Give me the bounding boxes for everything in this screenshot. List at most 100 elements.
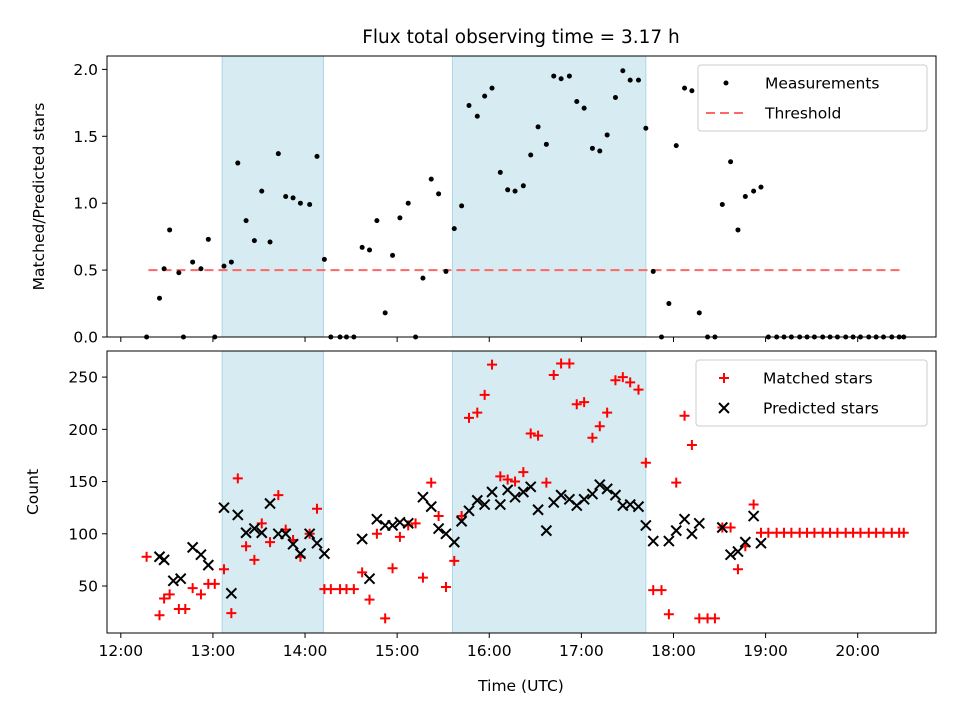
predicted-point [494,498,507,511]
predicted-point [174,572,187,585]
predicted-point [248,522,261,535]
observing-window-1 [451,55,647,338]
measurement-point [443,268,449,274]
predicted-point [202,559,215,571]
x-tick-label: 16:00 [467,642,512,660]
measurement-point [535,124,541,130]
matched-point [725,522,736,533]
y-axis-label: Matched/Predicted stars [30,103,48,291]
measurement-point [512,188,518,194]
measurement-point [198,266,204,272]
measurement-point [489,85,495,91]
legend-box [697,64,928,132]
legend: Measurements Threshold [697,64,928,132]
predicted-point [225,587,238,600]
matched-point [898,527,909,538]
measurement-point [167,227,173,233]
legend-marker-measurements [723,80,729,86]
y-tick-label: 100 [68,525,98,543]
measurement-point [205,236,211,242]
predicted-point [624,498,636,511]
measurement-point [176,270,182,276]
measurement-point [597,148,603,154]
predicted-point [256,527,268,539]
matched-point [380,613,391,624]
matched-point [571,399,582,410]
predicted-point [402,517,414,530]
x-tick-label: 13:00 [191,642,236,660]
predicted-point [218,501,230,514]
predicted-point [448,536,460,548]
predicted-point [601,483,613,495]
matched-point [463,412,474,423]
matched-point [195,589,206,600]
matched-point [518,467,529,478]
measurement-point [735,227,741,233]
measurement-point [543,141,549,147]
y-axis-label: Count [24,469,42,515]
measurement-point [405,200,411,206]
measurement-point [359,244,365,250]
legend-label: Predicted stars [763,400,879,418]
matched-point [686,440,697,450]
matched-point [748,499,759,510]
predicted-point [739,536,752,548]
predicted-point [755,537,767,549]
measurement-point [466,103,472,109]
matched-point [640,457,651,468]
legend-box [695,359,928,427]
matched-point [218,564,229,575]
y-ticks: 50 100 150 200 250 [68,369,107,596]
y-tick-label: 250 [68,369,98,387]
matched-point [594,421,605,432]
measurement-point [604,132,610,138]
matched-point [141,551,152,562]
observing-window-0 [221,350,324,634]
measurement-point [243,218,249,224]
predicted-point [471,494,483,507]
x-tick-label: 17:00 [559,642,604,660]
measurement-point [742,194,748,199]
matched-point [159,593,170,604]
measurement-point [283,194,289,199]
x-tick-label: 19:00 [743,642,788,660]
predicted-point [311,537,323,549]
predicted-point [455,515,468,527]
matched-point [510,476,521,487]
predicted-point [647,535,659,547]
matched-point [387,563,398,574]
matched-point [663,609,674,620]
measurement-point [482,93,488,99]
predicted-point [732,545,744,558]
measurement-point [620,68,626,74]
measurement-point [374,218,380,224]
matched-point [410,518,421,529]
matched-point [495,471,506,482]
matched-point [265,537,276,548]
predicted-point [287,538,299,550]
x-axis-label: Time (UTC) [477,677,564,695]
measurement-point [157,295,163,301]
matched-point [732,564,743,575]
matched-point [610,375,621,386]
measurement-point [719,202,725,208]
matched-point [548,370,559,381]
predicted-point [525,481,537,493]
measurement-point [382,310,388,316]
matched-point [440,582,451,593]
predicted-point [555,489,567,501]
series-dot-0 [144,68,907,340]
measurement-point [581,105,587,111]
legend-marker-matched [719,373,729,383]
matched-point [533,430,544,441]
predicted-point [363,572,376,585]
predicted-point [724,548,737,561]
predicted-point [686,528,698,540]
measurement-point [390,252,396,258]
series-x-1 [153,478,767,600]
measurement-point [635,77,641,83]
predicted-point [356,533,368,545]
predicted-point [716,521,729,534]
measurement-point [161,266,167,272]
measurement-point [574,98,580,104]
